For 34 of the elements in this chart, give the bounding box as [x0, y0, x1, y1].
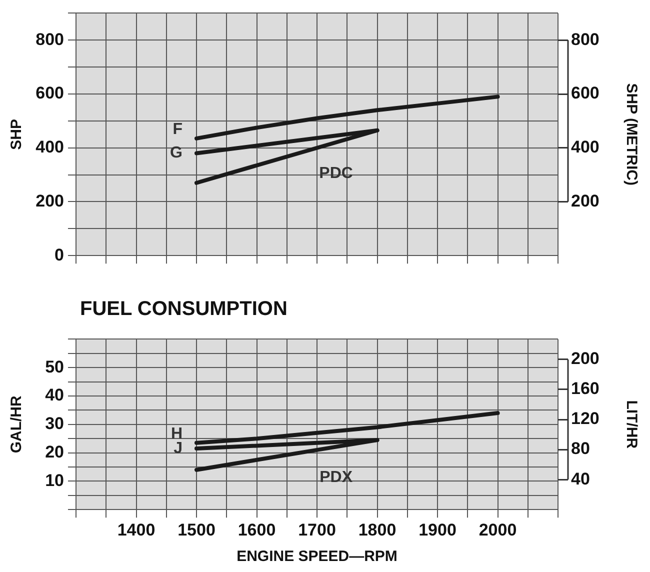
y2-tick-label: 600	[571, 84, 600, 103]
y2-tick-label: 400	[571, 138, 600, 157]
series-label: G	[170, 144, 182, 162]
y2-tick-label: 80	[571, 439, 590, 458]
y2-tick-label: 200	[571, 349, 600, 368]
x-tick-label: 1900	[418, 520, 456, 540]
chart-title: FUEL CONSUMPTION	[80, 298, 288, 322]
y-tick-label: 800	[36, 30, 64, 49]
x-tick-label: 2000	[478, 520, 517, 540]
y-tick-label: 600	[36, 84, 64, 103]
y-tick-label: 50	[45, 357, 64, 376]
y-axis-title: SHP	[8, 118, 26, 150]
x-axis-title: ENGINE SPEED—RPM	[236, 548, 398, 566]
x-tick-label: 1400	[117, 520, 156, 540]
x-tick-label: 1700	[298, 520, 336, 540]
y2-axis-title: LIT/HR	[622, 400, 640, 449]
y-tick-label: 400	[36, 138, 64, 157]
y-tick-label: 20	[45, 442, 64, 462]
y2-tick-label: 800	[571, 30, 600, 49]
x-tick-label: 1800	[358, 520, 396, 540]
y-tick-label: 30	[45, 414, 64, 434]
y-tick-label: 200	[36, 191, 64, 210]
x-tick-label: 1600	[238, 520, 276, 540]
series-label: F	[172, 120, 183, 138]
y2-tick-label: 120	[571, 409, 600, 428]
y-tick-label: 10	[45, 470, 64, 490]
y-axis-title: GAL/HR	[8, 395, 26, 454]
y2-axis-title: SHP (METRIC)	[622, 83, 640, 186]
y2-tick-label: 200	[571, 191, 600, 210]
y2-tick-label: 40	[571, 469, 590, 488]
y-tick-label: 0	[54, 245, 64, 264]
x-tick-label: 1500	[178, 520, 216, 540]
y2-tick-label: 160	[571, 379, 600, 398]
y-tick-label: 40	[45, 386, 64, 405]
